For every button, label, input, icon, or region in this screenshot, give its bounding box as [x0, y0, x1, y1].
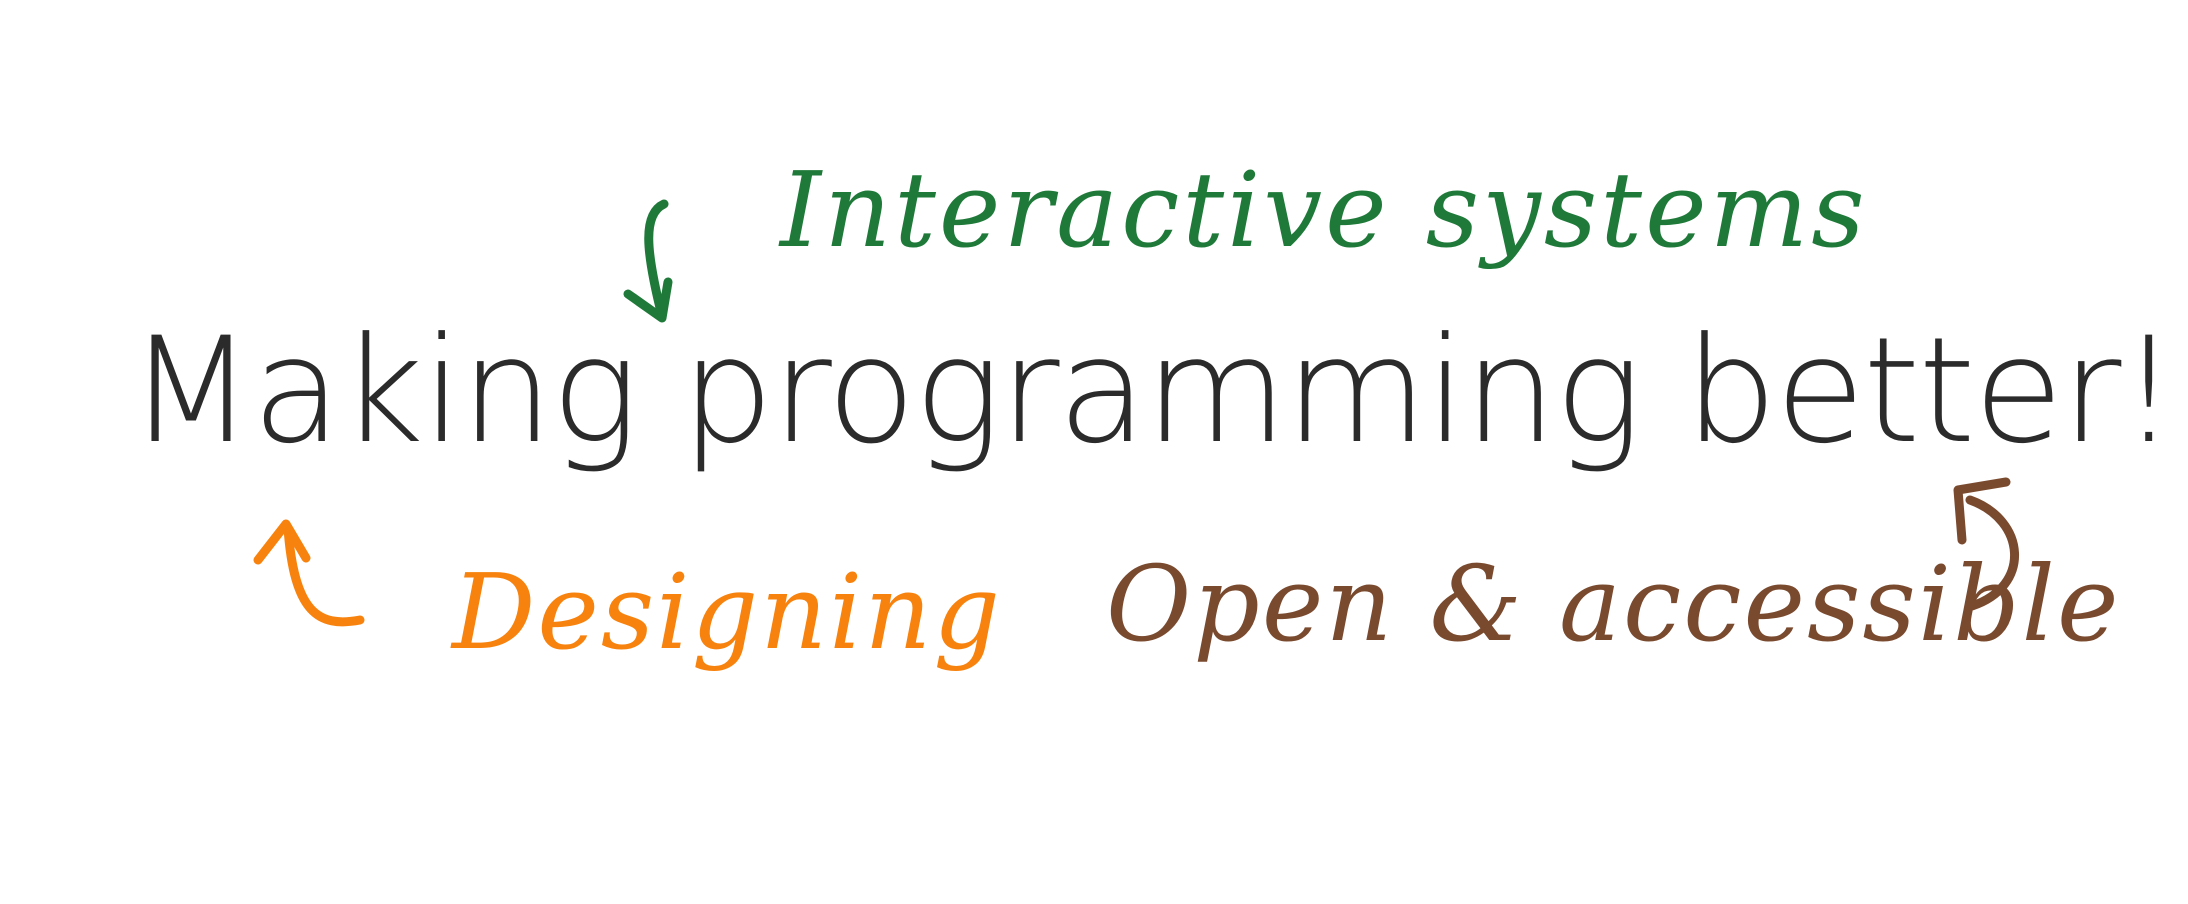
- curved-arrow-up-icon: [253, 519, 365, 627]
- curved-arrow-up-left-icon: [1953, 477, 2019, 611]
- annotation-interactive-systems: Interactive systems: [780, 149, 1868, 271]
- headline: Making programming better!: [128, 306, 2178, 476]
- annotation-open-accessible: Open & accessible: [1106, 543, 2121, 665]
- curved-arrow-down-icon: [623, 199, 673, 323]
- annotation-designing: Designing: [452, 551, 1002, 673]
